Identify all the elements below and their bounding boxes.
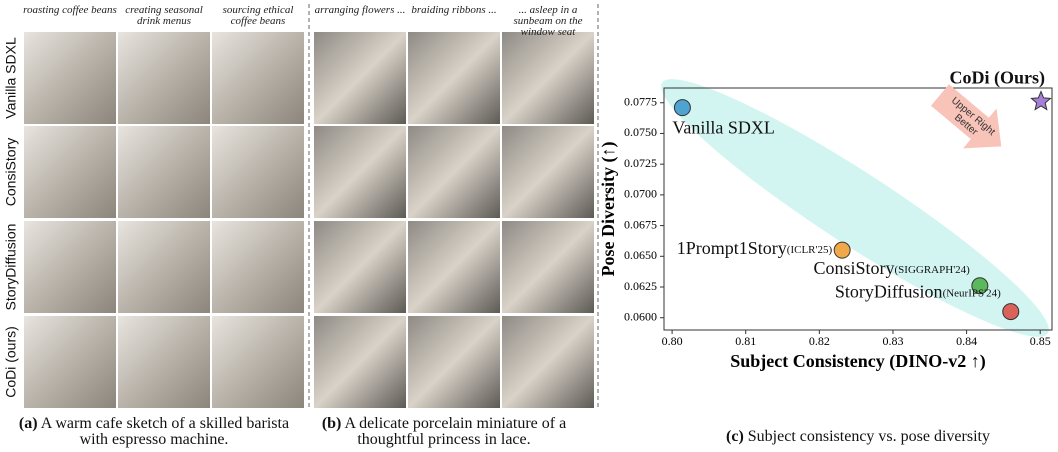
- image-placeholder: [24, 32, 116, 124]
- column-header: ... asleep in a sunbeam on the window se…: [500, 5, 596, 38]
- image-placeholder: [408, 32, 500, 124]
- y-tick-label: 0.0650: [624, 248, 657, 262]
- caption-text: Subject consistency vs. pose diversity: [748, 428, 990, 445]
- figure-graphics: Vanilla SDXL ConsiStory StoryDiffusion CoDi…: [0, 0, 1058, 452]
- point-name: CoDi (Ours): [949, 68, 1045, 89]
- image-placeholder: [408, 221, 500, 313]
- image-placeholder: [314, 221, 406, 313]
- y-tick-label: 0.0600: [624, 309, 657, 323]
- x-tick-label: 0.83: [882, 334, 903, 348]
- y-tick-label: 0.0625: [624, 279, 657, 293]
- image-placeholder: [212, 126, 304, 218]
- point: [834, 242, 850, 258]
- point-label: 1Prompt1Story(ICLR'25): [677, 238, 833, 258]
- image-placeholder: [502, 221, 594, 313]
- image-placeholder: [502, 32, 594, 124]
- highlight-region: [642, 53, 1058, 364]
- figure: Vanilla SDXL ConsiStory StoryDiffusion CoDi…: [0, 0, 1058, 452]
- image-placeholder: [118, 316, 210, 408]
- x-tick-label: 0.81: [735, 334, 756, 348]
- image-placeholder: [408, 126, 500, 218]
- x-axis-label: Subject Consistency (DINO-v2 ↑): [730, 351, 986, 372]
- x-tick-label: 0.80: [662, 334, 683, 348]
- caption-label: (b): [322, 415, 342, 432]
- point-venue: (ICLR'25): [787, 244, 833, 256]
- y-tick-label: 0.0775: [624, 94, 657, 108]
- y-tick-label: 0.0675: [624, 217, 657, 231]
- point-name: StoryDiffusion: [835, 282, 943, 302]
- image-placeholder: [502, 316, 594, 408]
- column-header: arranging flowers ...: [312, 5, 408, 16]
- y-tick-label: 0.0725: [624, 156, 657, 170]
- image-placeholder: [502, 126, 594, 218]
- row-label: CoDi (ours): [3, 326, 19, 398]
- x-tick-label: 0.85: [1030, 334, 1051, 348]
- point-label: CoDi (Ours): [949, 68, 1045, 89]
- y-tick-label: 0.0750: [624, 125, 657, 139]
- point-name: Vanilla SDXL: [672, 118, 775, 138]
- point: [1003, 304, 1019, 320]
- panel-caption: (b) A delicate porcelain miniature of a …: [294, 416, 594, 448]
- x-tick-label: 0.82: [809, 334, 830, 348]
- point-name: ConsiStory: [813, 258, 894, 278]
- image-placeholder: [314, 126, 406, 218]
- image-placeholder: [118, 221, 210, 313]
- panel-caption: (a) A warm cafe sketch of a skilled bari…: [4, 416, 304, 448]
- row-label: ConsiStory: [3, 138, 19, 206]
- point-name: 1Prompt1Story: [677, 238, 787, 258]
- caption-text: A warm cafe sketch of a skilled barista …: [41, 415, 289, 448]
- x-tick-label: 0.84: [956, 334, 977, 348]
- column-header: braiding ribbons ...: [406, 5, 502, 16]
- image-placeholder: [212, 32, 304, 124]
- caption-text: A delicate porcelain miniature of a thou…: [345, 415, 567, 448]
- image-placeholder: [212, 221, 304, 313]
- caption-label: (a): [19, 415, 38, 432]
- column-header: sourcing ethical coffee beans: [210, 5, 306, 27]
- image-placeholder: [24, 316, 116, 408]
- chart-caption: (c) Subject consistency vs. pose diversi…: [658, 429, 1058, 445]
- image-placeholder: [24, 126, 116, 218]
- point-star: [1031, 92, 1050, 110]
- column-header: roasting coffee beans: [22, 5, 118, 16]
- point-venue: (SIGGRAPH'24): [895, 263, 971, 275]
- point-venue: (NeurIPS'24): [943, 287, 1002, 299]
- image-placeholder: [314, 32, 406, 124]
- image-placeholder: [314, 316, 406, 408]
- image-placeholder: [118, 126, 210, 218]
- point-label: Vanilla SDXL: [672, 118, 775, 138]
- image-placeholder: [408, 316, 500, 408]
- y-tick-label: 0.0700: [624, 187, 657, 201]
- y-axis-label: Pose Diversity (↑): [598, 142, 619, 277]
- image-placeholder: [118, 32, 210, 124]
- caption-label: (c): [726, 428, 744, 445]
- column-header: creating seasonal drink menus: [116, 5, 212, 27]
- row-label: Vanilla SDXL: [3, 37, 19, 119]
- row-label: StoryDiffusion: [3, 224, 19, 311]
- image-placeholder: [24, 221, 116, 313]
- image-placeholder: [212, 316, 304, 408]
- point: [674, 100, 690, 116]
